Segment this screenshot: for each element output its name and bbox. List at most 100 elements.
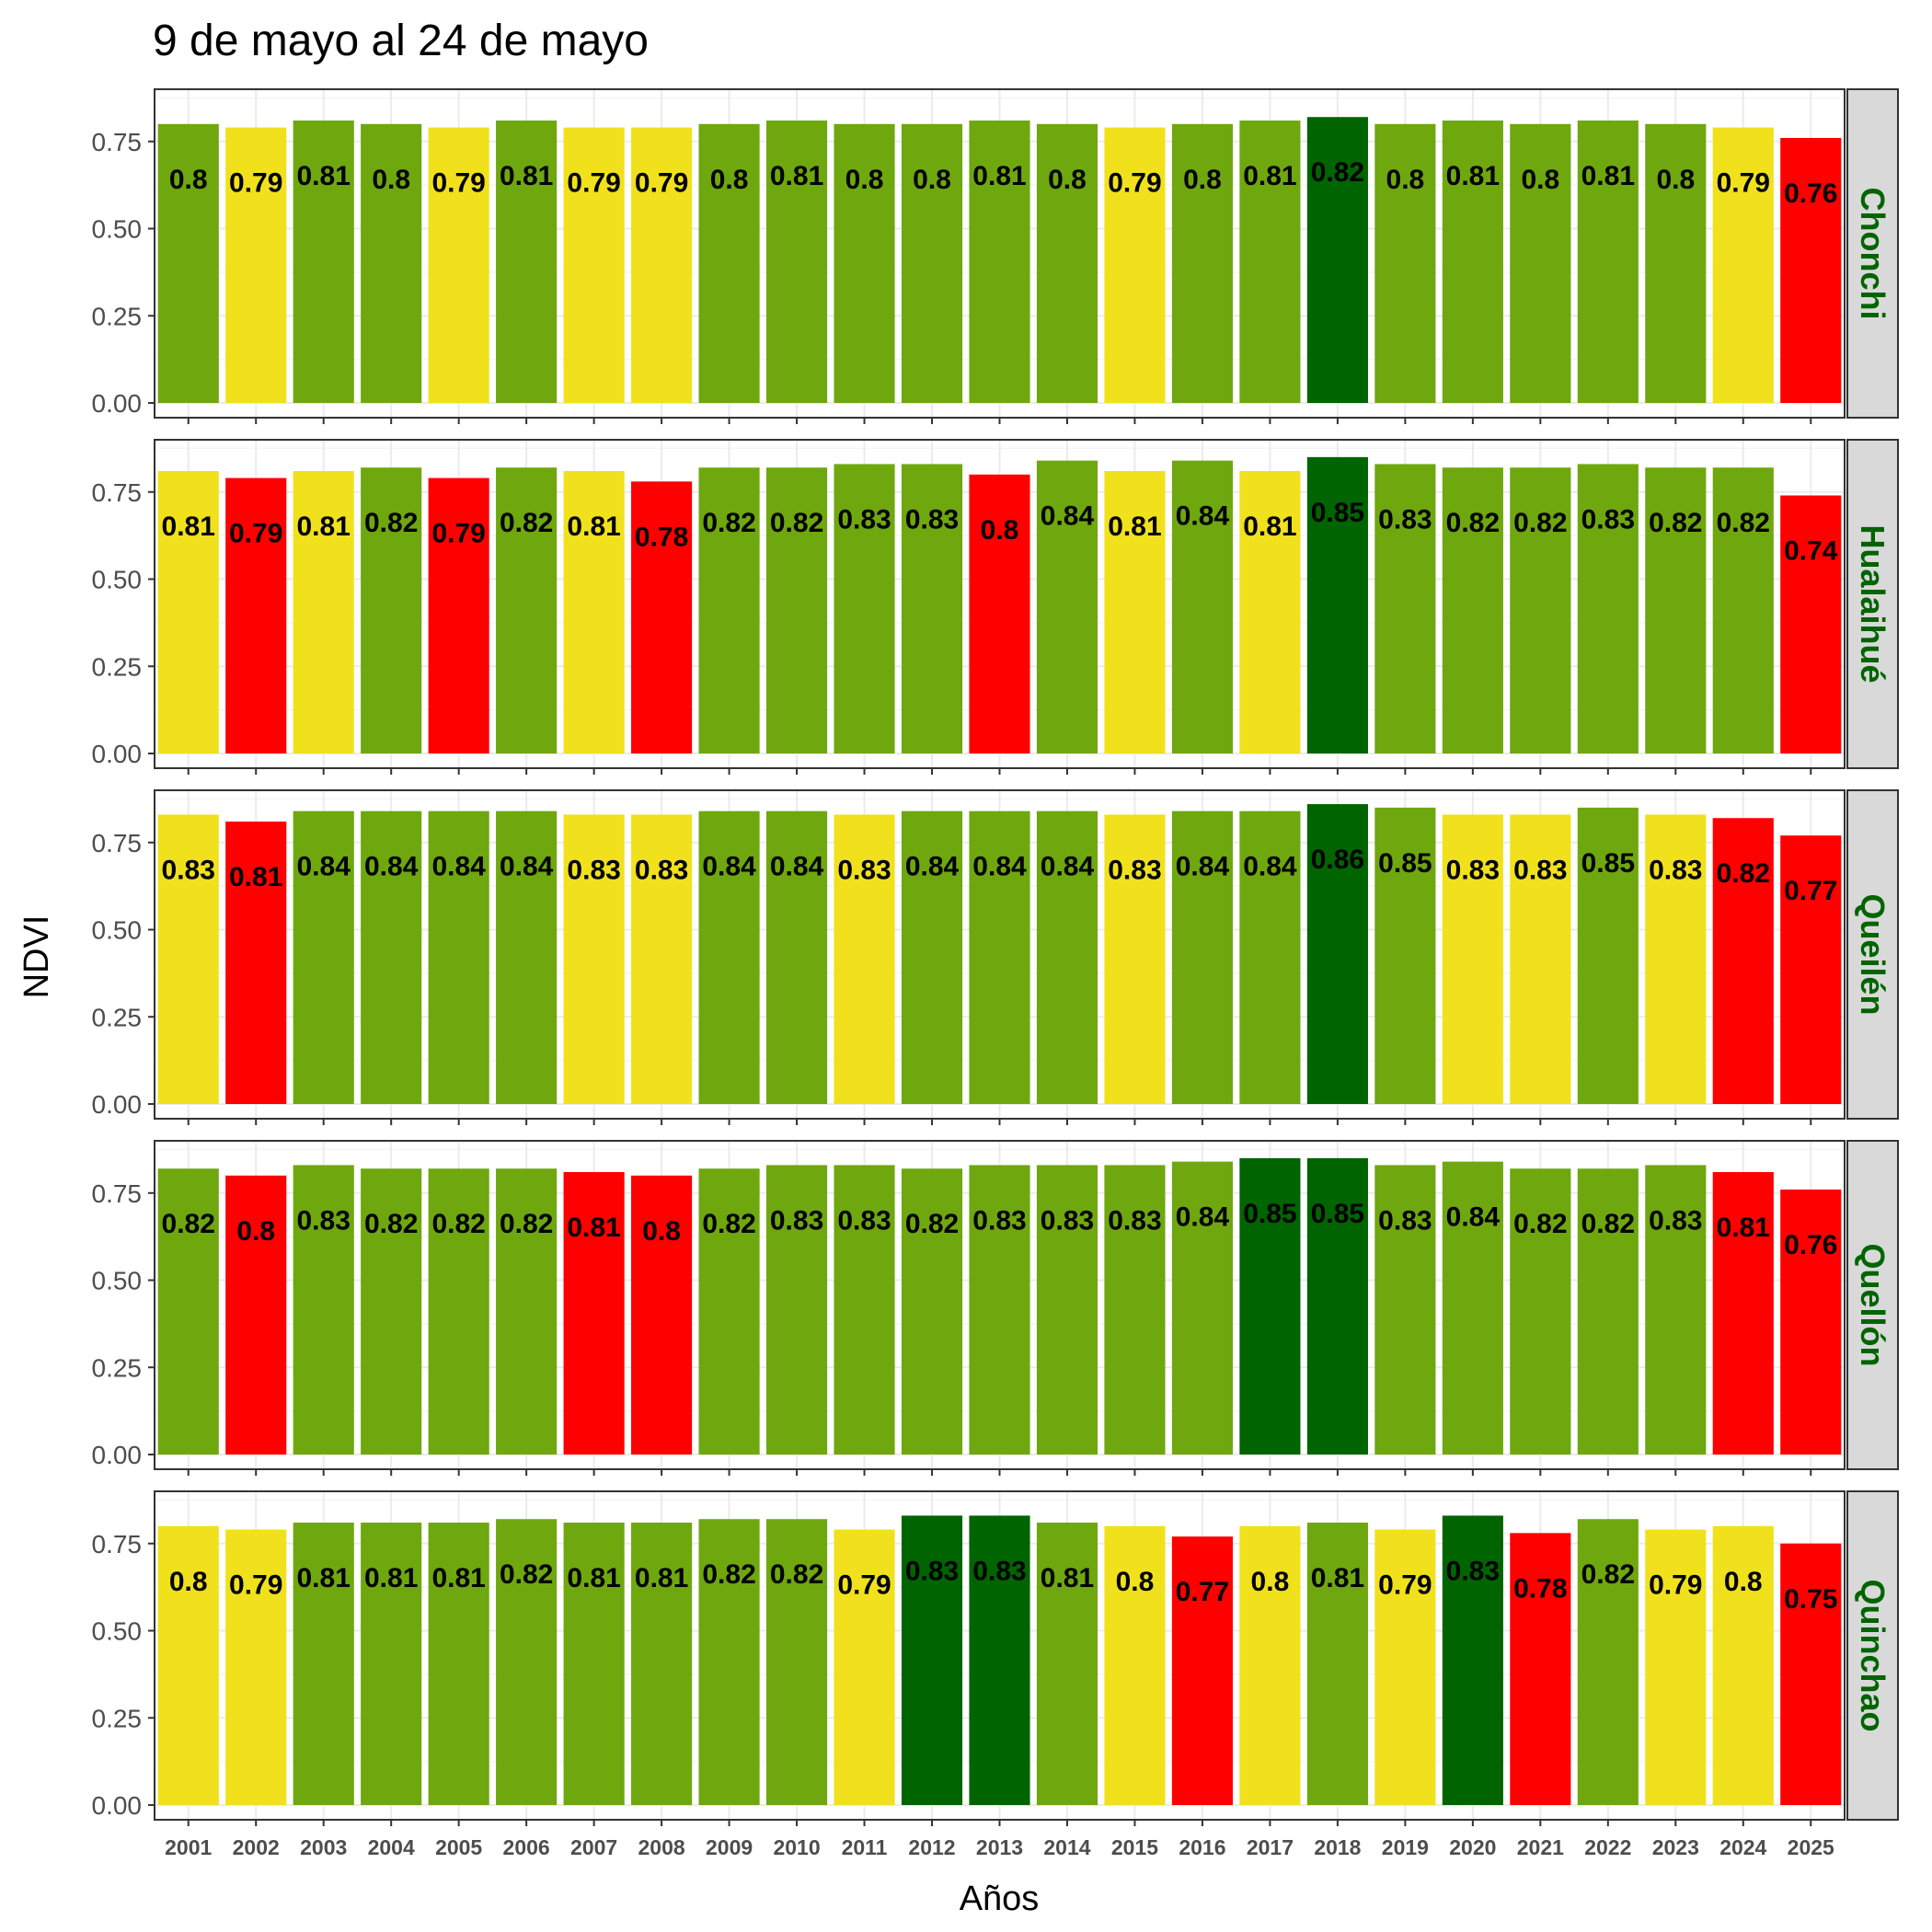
bar (1104, 1525, 1166, 1805)
bar-label: 0.83 (1378, 504, 1432, 535)
facet-panel-hualaihué: 0.81 0.79 0.81 0.82 0.79 0.82 0.81 0.78 0.82 0.82… (92, 439, 1899, 775)
bar (698, 811, 760, 1104)
bar-label: 0.8 (710, 165, 749, 195)
bar (1306, 117, 1368, 403)
bar-label: 0.81 (1041, 1563, 1094, 1593)
bar (901, 1168, 963, 1455)
bar-label: 0.82 (770, 508, 823, 538)
bar (1780, 835, 1842, 1104)
bar (157, 1168, 219, 1455)
bar-label: 0.8 (1048, 165, 1087, 195)
bar-label: 0.82 (905, 1209, 959, 1239)
bar-label: 0.83 (635, 855, 688, 885)
bar (631, 814, 693, 1104)
x-axis-title: Años (960, 1880, 1040, 1918)
bar (834, 123, 895, 404)
bar (1374, 1165, 1436, 1455)
bar (1645, 1529, 1707, 1805)
bar-label: 0.83 (1513, 855, 1567, 885)
bar-label: 0.79 (229, 168, 282, 199)
x-tick-label: 2016 (1179, 1835, 1225, 1859)
facet-panel-queilén: 0.83 0.81 0.84 0.84 0.84 0.84 0.83 0.83 0.84 0.84… (92, 789, 1899, 1125)
bar (1712, 1172, 1774, 1455)
bar (361, 467, 422, 753)
bar (1374, 1529, 1436, 1805)
bar (1510, 814, 1571, 1104)
facet-strip (1846, 439, 1899, 769)
x-tick-label: 2018 (1314, 1835, 1361, 1859)
y-tick-label: 0.75 (92, 478, 143, 507)
bar (1171, 123, 1234, 404)
bar-label: 0.81 (364, 1563, 418, 1593)
y-axis-title: NDVI (17, 915, 56, 999)
y-tick-label: 0.50 (92, 1617, 143, 1646)
bar-label: 0.81 (1108, 512, 1161, 542)
bar (1510, 1168, 1571, 1455)
bar-label: 0.82 (500, 1559, 553, 1590)
bar-label: 0.81 (431, 1563, 485, 1593)
x-tick-label: 2019 (1382, 1835, 1429, 1859)
bar-label: 0.8 (845, 165, 884, 195)
bar-label: 0.8 (1656, 165, 1695, 195)
bar-label: 0.83 (837, 504, 891, 535)
x-tick-label: 2005 (435, 1835, 482, 1859)
bar (1510, 1533, 1571, 1805)
bar (1780, 495, 1842, 753)
y-tick-label: 0.50 (92, 916, 143, 945)
bar-label: 0.81 (1717, 1213, 1770, 1243)
bar (1239, 471, 1301, 753)
bar (1104, 1165, 1166, 1455)
bar (361, 1168, 422, 1455)
bar-label: 0.83 (770, 1205, 823, 1236)
bar-label: 0.83 (162, 855, 215, 885)
bar-label: 0.8 (981, 515, 1019, 546)
bar-label: 0.85 (1581, 848, 1635, 879)
bar (1239, 811, 1301, 1104)
bar-label: 0.84 (1446, 1202, 1501, 1233)
bar-label: 0.84 (702, 852, 756, 882)
bar-label: 0.82 (770, 1559, 823, 1590)
bar-label: 0.79 (567, 168, 620, 199)
bar (1712, 818, 1774, 1104)
bar (1577, 1168, 1639, 1455)
x-tick-label: 2017 (1247, 1835, 1294, 1859)
bar-label: 0.84 (364, 852, 419, 882)
bar-label: 0.82 (364, 1209, 418, 1239)
bar-label: 0.82 (1649, 508, 1702, 538)
x-tick-label: 2006 (503, 1835, 550, 1859)
bar-label: 0.83 (1649, 855, 1702, 885)
x-tick-label: 2009 (706, 1835, 753, 1859)
bar-label: 0.81 (1581, 161, 1635, 191)
x-tick-label: 2022 (1584, 1835, 1631, 1859)
bar-label: 0.81 (162, 512, 215, 542)
bar (1645, 467, 1707, 753)
y-tick-label: 0.75 (92, 128, 143, 156)
bar (1442, 1161, 1503, 1455)
y-tick-label: 0.75 (92, 1530, 143, 1558)
bar-label: 0.84 (1176, 852, 1230, 882)
bar-label: 0.82 (1513, 508, 1567, 538)
bar (428, 127, 489, 403)
x-tick-label: 2008 (638, 1835, 685, 1859)
facet-panel-quellón: 0.82 0.8 0.83 0.82 0.82 0.82 0.81 0.8 0.82 0.83 0.… (92, 1140, 1899, 1476)
x-tick-label: 2002 (233, 1835, 280, 1859)
bar-label: 0.82 (702, 1559, 755, 1590)
bar (834, 464, 895, 753)
bar-label: 0.8 (1521, 165, 1559, 195)
bar-label: 0.81 (972, 161, 1026, 191)
bar-label: 0.81 (229, 862, 282, 892)
bar-label: 0.81 (297, 161, 351, 191)
bar (1036, 460, 1098, 753)
bar (428, 1523, 489, 1805)
bar-label: 0.8 (236, 1216, 275, 1247)
x-tick-label: 2001 (165, 1835, 212, 1859)
y-tick-label: 0.25 (92, 1003, 143, 1031)
bar (1104, 471, 1166, 753)
bar (293, 471, 354, 753)
bar-label: 0.8 (1251, 1567, 1290, 1597)
bar-label: 0.82 (1446, 508, 1500, 538)
bar-label: 0.79 (1717, 168, 1770, 199)
bar (1780, 1543, 1842, 1805)
bar (1374, 464, 1436, 753)
x-tick-label: 2021 (1517, 1835, 1564, 1859)
